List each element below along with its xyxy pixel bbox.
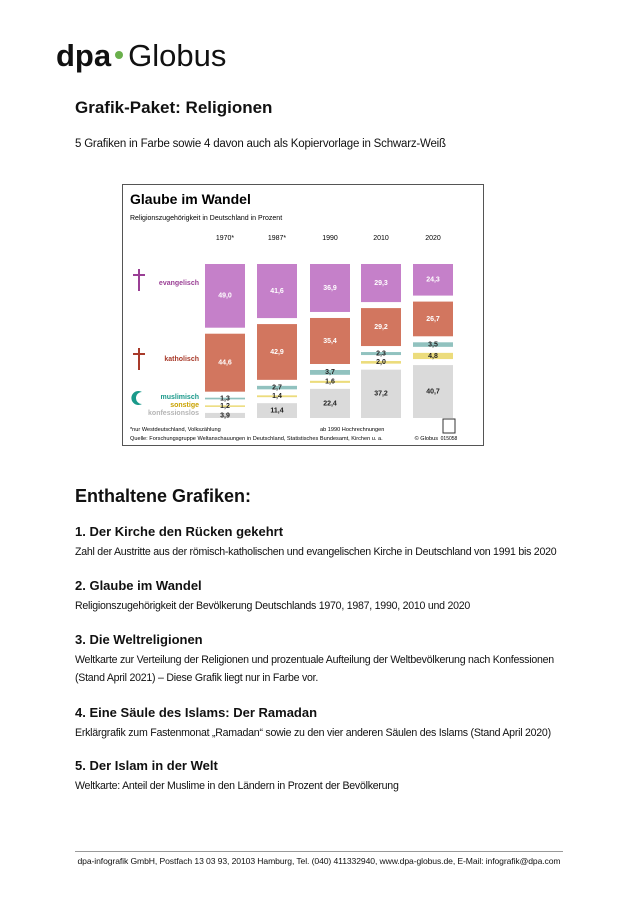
value-label: 1,3 <box>220 395 230 402</box>
value-label: 41,6 <box>270 288 284 295</box>
bar-segment <box>310 317 350 364</box>
bar-segment <box>413 264 453 296</box>
chart-id: 015058 <box>441 436 458 442</box>
bar-segment <box>361 352 401 356</box>
content-item: 3. Die Weltreligionen Weltkarte zur Verte… <box>75 632 565 687</box>
bar-segment <box>413 352 453 360</box>
note: ab 1990 Hochrechnungen <box>320 427 384 433</box>
id-box <box>442 418 456 434</box>
bar-segment <box>205 333 245 392</box>
intro: 5 Grafiken in Farbe sowie 4 davon auch a… <box>75 138 446 150</box>
value-label: 2,3 <box>376 350 386 357</box>
value-label: 2,0 <box>376 359 386 366</box>
credit: © Globus <box>415 435 439 442</box>
legend-label: evangelisch <box>159 280 199 287</box>
item-title: 5. Der Islam in der Welt <box>75 758 218 773</box>
value-label: 2,7 <box>272 384 282 391</box>
bar-segment <box>310 264 350 312</box>
x-tick-label: 2020 <box>425 235 441 242</box>
cross-icon <box>133 348 145 370</box>
crescent-icon <box>131 391 142 405</box>
bar-segment <box>205 412 245 418</box>
x-tick-label: 1970* <box>216 235 235 242</box>
footer-rule <box>75 851 563 852</box>
item-text: Weltkarte: Anteil der Muslime in den Län… <box>75 780 399 792</box>
value-label: 4,8 <box>428 353 438 360</box>
bar-segment <box>361 308 401 347</box>
logo-globus: Globus <box>128 38 227 73</box>
contents-heading: Enthaltene Grafiken: <box>75 486 252 506</box>
chart: Glaube im Wandel Religionszugehörigkeit … <box>122 184 484 446</box>
item-title: 3. Die Weltreligionen <box>75 632 203 647</box>
value-label: 22,4 <box>323 400 337 407</box>
item-text: Erklärgrafik zum Fastenmonat „Ramadan“ s… <box>75 727 551 739</box>
value-label: 11,4 <box>270 407 283 414</box>
cross-icon <box>133 269 145 291</box>
chart-title: Glaube im Wandel <box>130 191 251 207</box>
item-text: Religionszugehörigkeit der Bevölkerung D… <box>75 600 471 612</box>
value-label: 26,7 <box>426 316 440 323</box>
value-label: 3,9 <box>220 412 230 419</box>
item-title: 2. Glaube im Wandel <box>75 578 202 593</box>
value-label: 44,6 <box>218 360 232 367</box>
bar-segment <box>257 395 297 398</box>
content-item: 5. Der Islam in der Welt Weltkarte: Antei… <box>75 758 565 795</box>
value-label: 36,9 <box>323 285 337 292</box>
value-label: 1,6 <box>325 379 335 386</box>
value-label: 29,2 <box>374 324 388 331</box>
value-label: 1,4 <box>272 393 282 400</box>
x-tick-label: 1987* <box>268 235 287 242</box>
item-text: Zahl der Austritte aus der römisch-katho… <box>75 546 557 558</box>
value-label: 37,2 <box>374 391 388 398</box>
value-label: 29,3 <box>374 280 388 287</box>
logo: dpa Globus <box>56 38 226 74</box>
legend-label: sonstige <box>170 402 199 409</box>
bar-segment <box>257 403 297 418</box>
bar-segment <box>361 361 401 364</box>
bar-segment <box>257 264 297 319</box>
note: *nur Westdeutschland, Volkszählung <box>130 427 221 433</box>
bar-segment <box>413 342 453 347</box>
x-tick-label: 1990 <box>322 235 338 242</box>
value-label: 42,9 <box>270 349 284 356</box>
page-title: Grafik-Paket: Religionen <box>75 98 273 117</box>
source: Quelle: Forschungsgruppe Weltanschauunge… <box>130 436 383 442</box>
legend-label: katholisch <box>164 356 199 363</box>
bar-segment <box>310 388 350 418</box>
value-label: 1,2 <box>220 403 230 410</box>
bar-segment <box>361 369 401 418</box>
bar-segment <box>205 264 245 328</box>
value-label: 35,4 <box>323 338 337 345</box>
item-text: Weltkarte zur Verteilung der Religionen … <box>75 654 554 684</box>
x-tick-label: 2010 <box>373 235 389 242</box>
bar-segment <box>413 301 453 337</box>
content-item: 1. Der Kirche den Rücken gekehrt Zahl der… <box>75 524 565 561</box>
logo-dpa: dpa <box>56 38 112 73</box>
bar-segment <box>257 324 297 380</box>
footer: dpa-infografik GmbH, Postfach 13 03 93, … <box>77 856 561 866</box>
bar-segment <box>205 405 245 407</box>
value-label: 3,7 <box>325 369 335 376</box>
content-item: 2. Glaube im Wandel Religionszugehörigkei… <box>75 578 565 615</box>
value-label: 24,3 <box>426 277 440 284</box>
legend-label: muslimisch <box>160 394 199 401</box>
bar-segment <box>413 365 453 418</box>
legend-label: konfessionslos <box>148 410 199 417</box>
content-item: 4. Eine Säule des Islams: Der Ramadan Erk… <box>75 705 565 742</box>
bar-segment <box>205 397 245 400</box>
value-label: 49,0 <box>218 293 232 300</box>
value-label: 3,5 <box>428 341 438 348</box>
bar-segment <box>310 369 350 375</box>
item-title: 4. Eine Säule des Islams: Der Ramadan <box>75 705 318 720</box>
bar-segment <box>361 264 401 303</box>
bar-segment <box>257 385 297 390</box>
chart-subtitle: Religionszugehörigkeit in Deutschland in… <box>130 215 282 222</box>
value-label: 40,7 <box>426 388 440 395</box>
bar-segment <box>310 380 350 383</box>
item-title: 1. Der Kirche den Rücken gekehrt <box>75 524 284 539</box>
